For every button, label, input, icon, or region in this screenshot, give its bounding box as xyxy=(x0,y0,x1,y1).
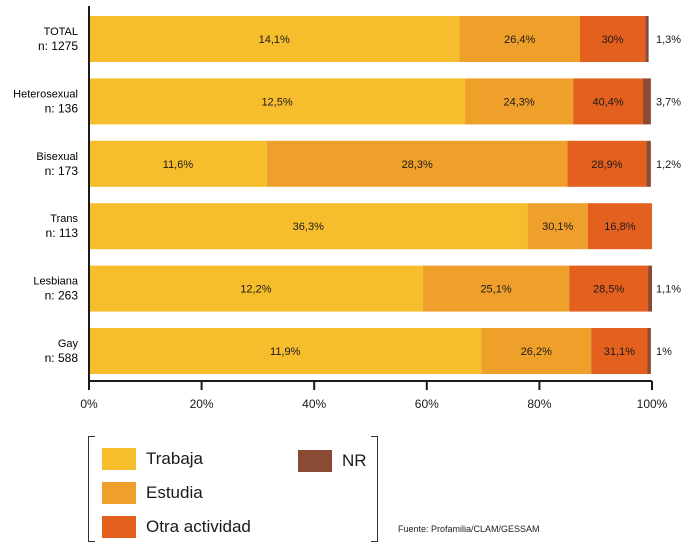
legend-item-nr: NR xyxy=(298,450,367,472)
x-tick-label: 60% xyxy=(415,397,439,411)
legend-label-estudia: Estudia xyxy=(146,483,203,502)
category-label: Gay xyxy=(58,338,79,350)
data-label: 12,5% xyxy=(261,96,292,108)
data-label: 25,1% xyxy=(480,284,511,296)
bar-segment-nr xyxy=(646,140,651,187)
bar-segment-estudia xyxy=(422,265,570,312)
legend-item-trabaja: Trabaja xyxy=(102,448,203,470)
data-label: 14,1% xyxy=(259,34,290,46)
bar-segment-trabaja xyxy=(89,78,466,125)
bar-segment-estudia xyxy=(266,140,568,187)
bar-segment-otra-actividad xyxy=(579,16,646,62)
bar-segment-nr xyxy=(648,265,652,312)
data-label: 40,4% xyxy=(592,96,623,108)
bar-segment-trabaja xyxy=(89,328,482,374)
bar-segment-otra-actividad xyxy=(567,140,647,187)
bar-segment-trabaja xyxy=(89,265,423,312)
legend-label-otra-actividad: Otra actividad xyxy=(146,517,251,536)
bar-segment-trabaja xyxy=(89,16,460,62)
bar-segment-nr xyxy=(647,328,651,374)
data-label-outside: 3,7% xyxy=(656,96,681,108)
legend-bracket-right xyxy=(371,436,378,542)
x-axis: 0% 20% 40% 60% 80% 100% xyxy=(80,6,668,411)
x-tick-label: 40% xyxy=(302,397,326,411)
category-label: Lesbiana xyxy=(33,276,79,288)
data-label: 28,5% xyxy=(593,284,624,296)
bar-segment-otra-actividad xyxy=(587,203,652,250)
category-count: n: 588 xyxy=(45,351,79,365)
bar-segment-trabaja xyxy=(89,140,267,187)
data-label: 11,6% xyxy=(163,159,194,171)
category-count: n: 263 xyxy=(45,289,79,303)
legend: Trabaja Estudia Otra actividad NR xyxy=(88,436,378,542)
x-tick-label: 80% xyxy=(527,397,551,411)
bar-segment-trabaja xyxy=(89,203,528,250)
legend-swatch-estudia xyxy=(102,482,136,504)
category-count: n: 113 xyxy=(46,226,79,240)
legend-label-nr: NR xyxy=(342,451,367,470)
bar-segment-otra-actividad xyxy=(591,328,648,374)
bar-segment-nr xyxy=(645,16,649,62)
source-note: Fuente: Profamilia/CLAM/GESSAM xyxy=(398,524,540,534)
legend-item-estudia: Estudia xyxy=(102,482,203,504)
category-label: Bisexual xyxy=(36,151,78,163)
legend-bracket-left xyxy=(88,436,95,542)
data-label: 12,2% xyxy=(240,284,271,296)
bar-segment-estudia xyxy=(459,16,580,62)
bar-segment-estudia xyxy=(527,203,588,250)
data-label-outside: 1,2% xyxy=(656,159,681,171)
category-count: n: 1275 xyxy=(38,39,78,53)
data-label: 30,1% xyxy=(542,221,573,233)
data-label: 28,3% xyxy=(402,159,433,171)
category-count: n: 136 xyxy=(45,101,79,115)
data-label-outside: 1,1% xyxy=(656,284,681,296)
x-tick-label: 20% xyxy=(190,397,214,411)
bar-segment-estudia xyxy=(465,78,574,125)
category-label: Heterosexual xyxy=(13,88,78,100)
data-label: 16,8% xyxy=(604,221,635,233)
data-label: 26,2% xyxy=(521,346,552,358)
category-label: TOTAL xyxy=(44,26,78,38)
bars-layer xyxy=(89,16,652,374)
data-label-outside: 1% xyxy=(656,346,672,358)
data-label: 24,3% xyxy=(504,96,535,108)
bar-segment-otra-actividad xyxy=(569,265,649,312)
legend-label-trabaja: Trabaja xyxy=(146,449,204,468)
data-label: 26,4% xyxy=(504,34,535,46)
data-label: 31,1% xyxy=(604,346,635,358)
bar-segment-estudia xyxy=(481,328,592,374)
data-label: 28,9% xyxy=(591,159,622,171)
data-label: 30% xyxy=(602,34,624,46)
x-tick-label: 0% xyxy=(80,397,98,411)
bar-segment-nr xyxy=(642,78,651,125)
legend-swatch-nr xyxy=(298,450,332,472)
x-tick-label: 100% xyxy=(637,397,668,411)
legend-swatch-otra-actividad xyxy=(102,516,136,538)
legend-swatch-trabaja xyxy=(102,448,136,470)
category-count: n: 173 xyxy=(45,164,79,178)
data-label-outside: 1,3% xyxy=(656,34,681,46)
legend-item-otra-actividad: Otra actividad xyxy=(102,516,251,538)
category-label: Trans xyxy=(50,213,78,225)
bar-segment-otra-actividad xyxy=(573,78,643,125)
data-label: 36,3% xyxy=(293,221,324,233)
data-label: 11,9% xyxy=(270,346,301,358)
